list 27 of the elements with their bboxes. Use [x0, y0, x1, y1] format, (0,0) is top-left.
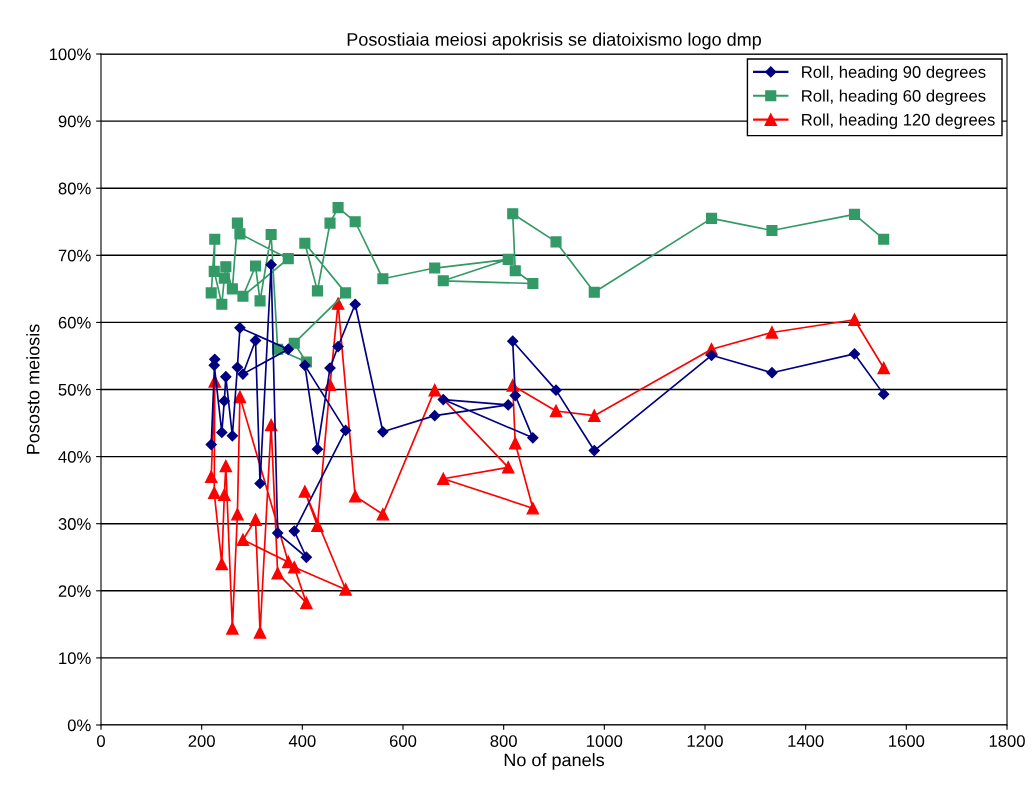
y-tick-label: 70% [58, 249, 91, 262]
y-tick-label: 100% [49, 48, 91, 61]
x-tick-label: 1600 [889, 735, 925, 747]
x-tick-label: 800 [490, 735, 517, 747]
chart-title: Posostiaia meiosi apokrisis se diatoixismo logo dmp [347, 32, 761, 50]
y-tick-label: 0% [67, 719, 91, 732]
y-tick-label: 40% [58, 451, 91, 463]
x-tick-label: 1000 [587, 735, 623, 747]
legend-label: Roll, heading 60 degrees [802, 89, 986, 106]
x-tick-label: 200 [188, 735, 215, 747]
x-tick-label: 1400 [788, 735, 824, 747]
y-tick-label: 90% [58, 115, 91, 128]
legend-label: Roll, heading 90 degrees [802, 65, 986, 82]
x-tick-label: 1800 [989, 735, 1025, 747]
legend-label: Roll, heading 120 degrees [802, 113, 995, 129]
y-tick-label: 80% [58, 182, 91, 195]
y-tick-label: 20% [58, 585, 91, 597]
x-tick-label: 1200 [687, 735, 723, 747]
y-tick-label: 60% [58, 316, 91, 329]
y-axis-title: Pososto meiosis [26, 324, 40, 454]
y-tick-label: 10% [59, 652, 91, 665]
y-tick-label: 30% [58, 518, 91, 530]
y-tick-label: 50% [58, 383, 91, 396]
x-tick-label: 0 [97, 735, 105, 747]
x-axis-title: No of panels [504, 753, 605, 770]
x-tick-label: 600 [389, 735, 417, 747]
x-tick-label: 400 [288, 735, 316, 747]
